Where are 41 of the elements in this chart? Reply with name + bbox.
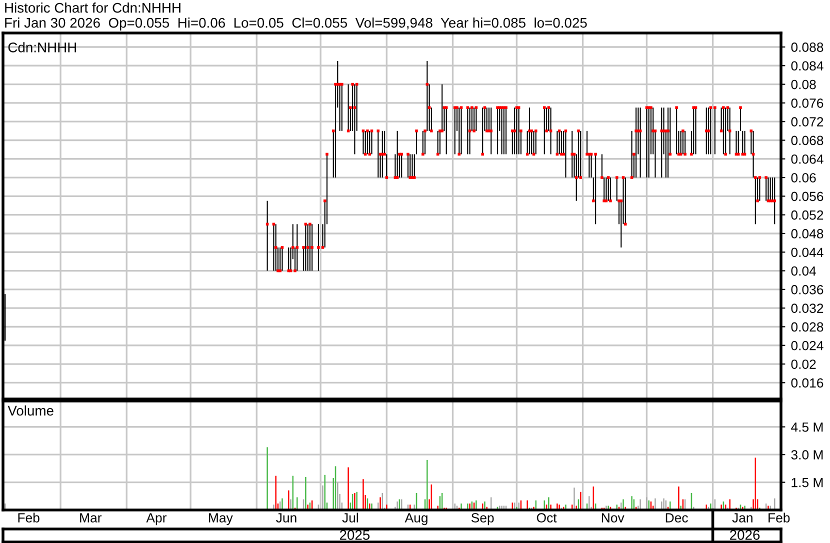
- y-tick-label: 0.04: [791, 266, 816, 276]
- y-tick-label: 0.064: [791, 154, 824, 164]
- x-tick-label: Feb: [768, 512, 790, 522]
- y-tick-label: 0.076: [791, 98, 824, 108]
- x-tick-label: May: [209, 513, 233, 526]
- x-tick-label: Jun: [276, 513, 296, 522]
- chart-subtitle: Fri Jan 30 2026 Op=0.055 Hi=0.06 Lo=0.05 Cl=0.055 Vol=599,948 Year hi=0.085 lo=0.025: [5, 18, 587, 30]
- y-tick-label: 0.032: [791, 304, 824, 313]
- y-tick-label: 0.024: [791, 340, 824, 350]
- x2-tick-label: 2026: [730, 530, 760, 540]
- y-tick-label: 0.036: [791, 285, 824, 294]
- y-tick-label: 0.072: [791, 117, 824, 126]
- x-tick-label: Aug: [404, 513, 428, 526]
- y-tick-label: 0.056: [791, 192, 824, 202]
- x-tick-label: Nov: [602, 513, 624, 522]
- y-tick-label: 0.048: [791, 229, 824, 238]
- x2-tick-label: 2025: [340, 530, 370, 540]
- chart-title: Volume: [8, 405, 54, 416]
- x-tick-label: Oct: [536, 513, 557, 522]
- y-tick-label: 0.016: [791, 378, 824, 388]
- y-tick-label: 0.052: [791, 210, 824, 220]
- y-tick-label: 4.5 M: [791, 422, 823, 432]
- y-tick-label: 0.08: [791, 80, 816, 90]
- y-tick-label: 0.06: [791, 173, 816, 182]
- x-tick-label: Jul: [342, 512, 358, 522]
- x-tick-label: Jan: [732, 513, 752, 522]
- y-tick-label: 0.028: [791, 322, 824, 332]
- chart-title: Historic Chart for Cdn:NHHH: [5, 2, 180, 13]
- y-tick-label: 0.088: [791, 42, 824, 52]
- y-tick-label: 1.5 M: [792, 478, 823, 488]
- y-tick-label: 0.068: [791, 136, 824, 146]
- x-tick-label: Apr: [146, 513, 167, 526]
- x-tick-label: Dec: [666, 513, 688, 522]
- x-tick-label: Sep: [471, 513, 494, 526]
- x-tick-label: Mar: [80, 513, 102, 522]
- x-tick-label: Feb: [18, 512, 40, 522]
- y-tick-label: 0.02: [791, 360, 816, 369]
- y-tick-label: 0.084: [791, 61, 824, 71]
- y-tick-label: 3.0 M: [791, 450, 823, 460]
- annotation: Cdn:NHHH: [8, 42, 76, 52]
- y-tick-label: 0.044: [791, 248, 824, 258]
